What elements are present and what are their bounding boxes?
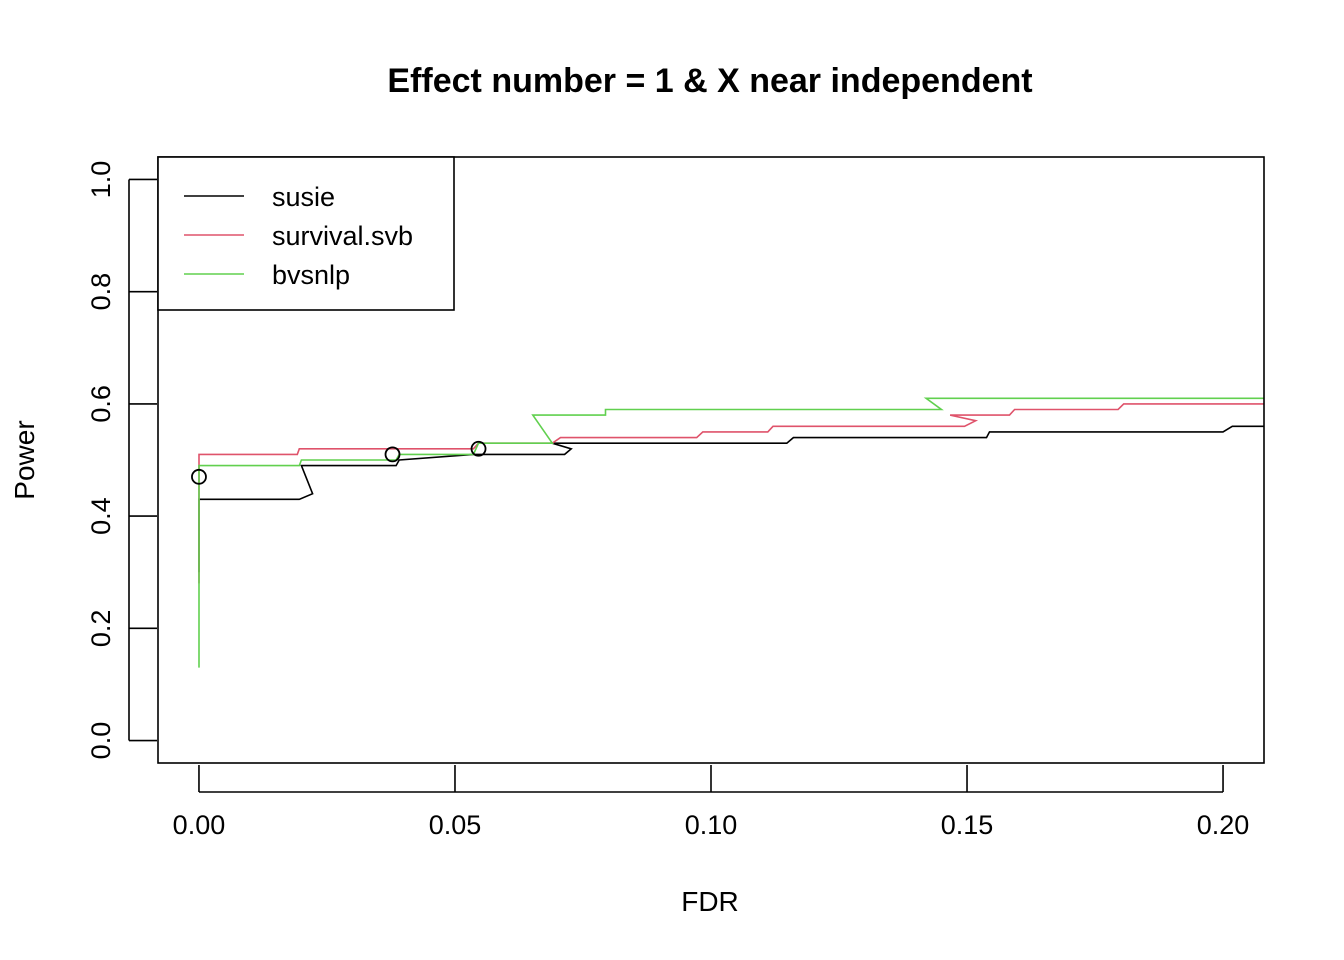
point-marker-3 xyxy=(470,440,487,457)
x-tick-label-2: 0.05 xyxy=(429,810,482,840)
y-tick-label-3: 0.4 xyxy=(86,497,116,535)
x-tick-label-5: 0.20 xyxy=(1197,810,1250,840)
x-axis-label: FDR xyxy=(681,886,739,917)
series-line-survival.svb xyxy=(198,403,1264,584)
y-tick-label-1: 0.0 xyxy=(86,722,116,760)
legend-label-susie: susie xyxy=(272,182,335,212)
x-tick-label-4: 0.15 xyxy=(941,810,994,840)
x-tick-label-1: 0.00 xyxy=(173,810,226,840)
y-tick-label-6: 1.0 xyxy=(86,161,116,199)
legend-label-survival.svb: survival.svb xyxy=(272,221,413,251)
chart-title: Effect number = 1 & X near independent xyxy=(387,62,1032,100)
legend-box xyxy=(157,156,455,311)
plot-frame xyxy=(157,156,1265,764)
legend-label-bvsnlp: bvsnlp xyxy=(272,260,350,290)
series-lines xyxy=(198,397,1264,668)
series-line-susie xyxy=(198,425,1264,573)
y-tick-label-4: 0.6 xyxy=(86,385,116,423)
y-tick-label-5: 0.8 xyxy=(86,273,116,311)
point-marker-2 xyxy=(384,446,401,463)
y-axis-label: Power xyxy=(9,420,40,499)
series-line-bvsnlp xyxy=(198,397,1264,668)
point-marker-1 xyxy=(191,468,207,485)
x-tick-label-3: 0.10 xyxy=(685,810,738,840)
legend: susie survival.svb bvsnlp xyxy=(157,156,455,311)
plot-area: 0.00 0.05 0.10 0.15 0.20 0.0 0.2 0.4 0.6 0.8 1.0 su… xyxy=(86,156,1265,840)
y-tick-label-2: 0.2 xyxy=(86,610,116,648)
